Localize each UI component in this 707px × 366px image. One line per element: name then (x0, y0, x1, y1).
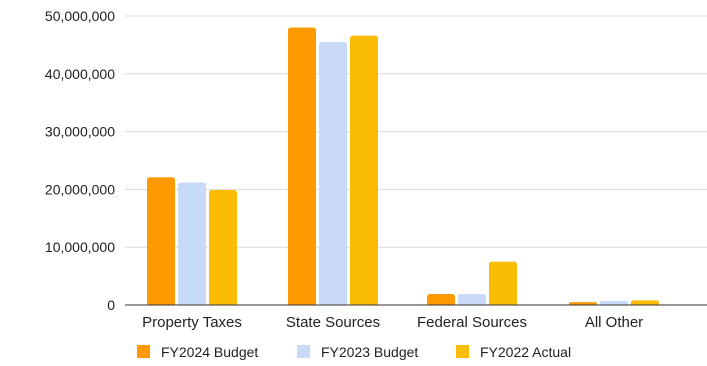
bar-fy2022-actual-property-taxes (209, 189, 237, 305)
bar-fy2023-budget-state-sources (319, 42, 347, 305)
x-axis-category-labels: Property Taxes State Sources Federal Sourc… (142, 314, 643, 331)
y-tick-label: 20,000,000 (45, 181, 115, 197)
bar-fy2024-budget-state-sources (288, 27, 316, 306)
bar-fy2024-budget-all-other (569, 302, 597, 305)
bar-fy2024-budget-federal-sources (427, 294, 455, 305)
legend-swatch (137, 345, 150, 358)
x-tick-label: All Other (585, 314, 643, 331)
bar-fy2022-actual-all-other (631, 300, 659, 305)
x-tick-label: Federal Sources (417, 314, 527, 331)
y-tick-label: 30,000,000 (45, 124, 115, 140)
legend-label: FY2023 Budget (321, 344, 418, 360)
bar-fy2022-actual-state-sources (350, 35, 378, 305)
gridlines (125, 15, 707, 248)
y-tick-label: 0 (107, 297, 115, 313)
y-tick-label: 40,000,000 (45, 66, 115, 82)
y-tick-label: 50,000,000 (45, 8, 115, 24)
y-tick-label: 10,000,000 (45, 239, 115, 255)
x-tick-label: State Sources (286, 314, 380, 331)
legend: FY2024 Budget FY2023 Budget FY2022 Actual (137, 344, 571, 360)
legend-swatch (456, 345, 469, 358)
bar-fy2023-budget-property-taxes (178, 182, 206, 305)
bar-fy2023-budget-all-other (600, 300, 628, 305)
legend-label: FY2024 Budget (161, 344, 258, 360)
x-tick-label: Property Taxes (142, 314, 242, 331)
legend-label: FY2022 Actual (480, 344, 571, 360)
bar-fy2024-budget-property-taxes (147, 177, 175, 305)
bar-fy2023-budget-federal-sources (458, 294, 486, 305)
bars (147, 27, 659, 306)
y-axis-tick-labels: 0 10,000,000 20,000,000 30,000,000 40,000,00… (45, 8, 115, 313)
legend-swatch (297, 345, 310, 358)
bar-fy2022-actual-federal-sources (489, 261, 517, 305)
